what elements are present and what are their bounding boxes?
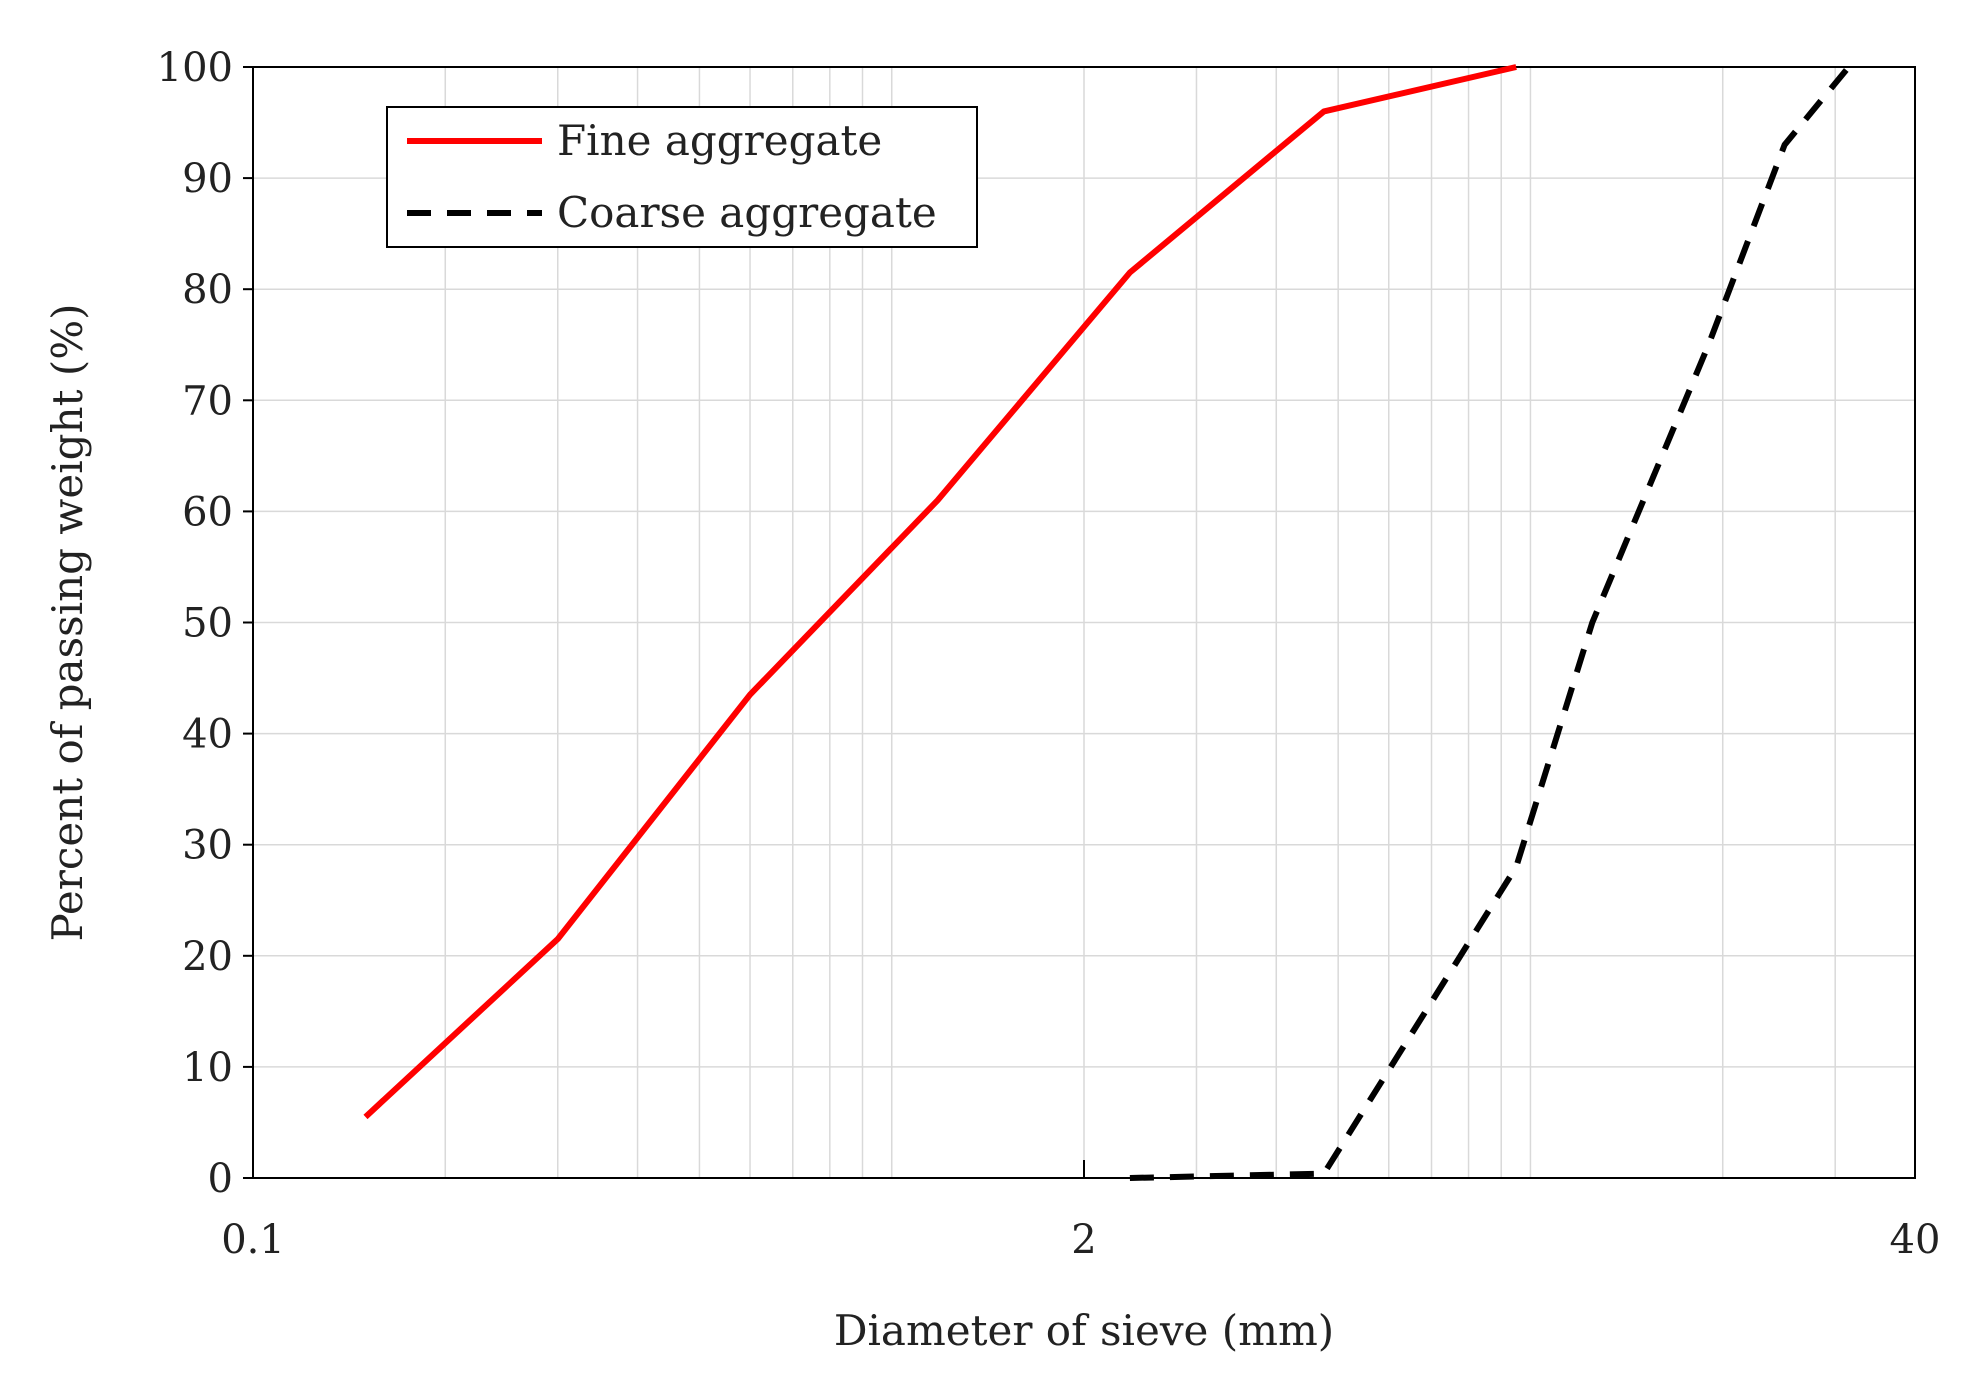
y-tick-label: 20 xyxy=(182,934,233,980)
x-axis-title: Diameter of sieve (mm) xyxy=(834,1306,1334,1355)
series-line-coarse-aggregate xyxy=(1129,65,1852,1181)
legend-label-fine-aggregate: Fine aggregate xyxy=(557,116,882,165)
y-axis-ticks: 0 10 20 30 40 50 60 70 80 90 100 xyxy=(157,45,253,1202)
y-tick-label: 40 xyxy=(182,712,233,758)
y-tick-label: 0 xyxy=(208,1156,233,1202)
series-layer xyxy=(363,64,1852,1181)
x-tick-label: 40 xyxy=(1890,1217,1941,1263)
y-tick-label: 90 xyxy=(182,156,233,202)
y-tick-label: 70 xyxy=(182,378,233,424)
legend: Fine aggregate Coarse aggregate xyxy=(386,106,978,248)
legend-box xyxy=(386,106,978,248)
y-tick-label: 30 xyxy=(182,823,233,869)
y-tick-label: 80 xyxy=(182,267,233,313)
y-tick-label: 50 xyxy=(182,601,233,647)
x-axis-ticks: 0.1 2 40 xyxy=(221,1160,1940,1263)
x-tick-label: 0.1 xyxy=(221,1217,285,1263)
x-tick-label: 2 xyxy=(1071,1217,1096,1263)
y-tick-label: 100 xyxy=(157,45,233,91)
y-axis-title: Percent of passing weight (%) xyxy=(43,304,92,942)
legend-label-coarse-aggregate: Coarse aggregate xyxy=(557,188,937,237)
y-tick-label: 60 xyxy=(182,489,233,535)
y-tick-label: 10 xyxy=(182,1045,233,1091)
series-line-fine-aggregate xyxy=(363,64,1517,1120)
